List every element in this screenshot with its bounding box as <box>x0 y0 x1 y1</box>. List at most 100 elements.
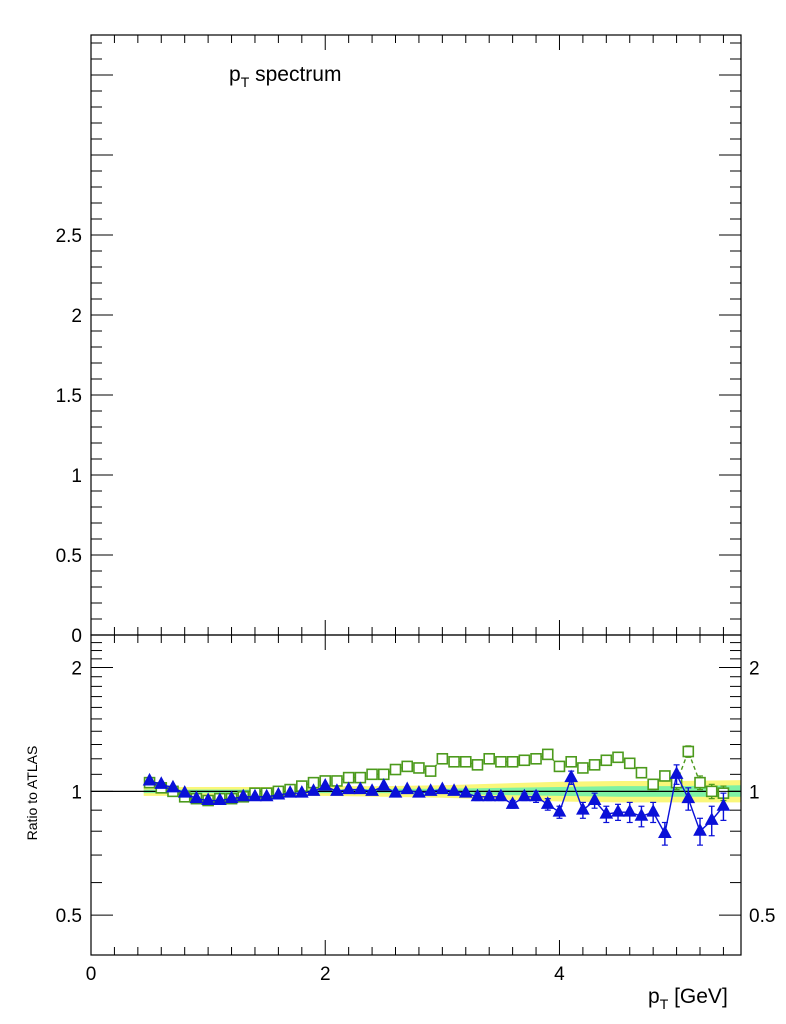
ratio-series-layer <box>142 745 731 846</box>
data-point-square <box>635 766 648 779</box>
main-y-axis-tick-labels: 0 0.5 1 1.5 2 2.5 <box>56 226 82 647</box>
ratio-y-tick-label-left: 1 <box>71 782 82 803</box>
data-point-triangle <box>400 781 415 795</box>
ratio-x-tick-label: 4 <box>554 964 565 985</box>
data-point-square <box>366 768 378 781</box>
main-plot-frame <box>90 34 742 636</box>
ratio-panel: 0.5 0.5 1 1 2 2 0 2 4 Ratio to ATLAS pT [GeV] <box>24 634 776 1012</box>
data-point-square <box>565 755 577 768</box>
data-point-triangle <box>435 781 450 795</box>
data-point-triangle <box>189 790 204 804</box>
main-y-tick-label: 2.5 <box>56 226 82 247</box>
data-point-triangle <box>540 796 555 809</box>
data-point-triangle <box>365 783 379 796</box>
data-point-triangle <box>669 766 684 779</box>
ratio-y-axis-tick-labels: 0.5 0.5 1 1 2 2 <box>56 659 776 928</box>
title-rest: spectrum <box>249 63 341 86</box>
data-point-triangle <box>505 796 520 809</box>
data-point-triangle <box>318 778 333 791</box>
main-y-tick-label: 0 <box>71 626 82 647</box>
data-point-triangle <box>599 806 614 819</box>
data-point-square <box>459 755 472 768</box>
title-subscript-t: T <box>241 74 250 90</box>
data-point-triangle <box>552 804 567 817</box>
ratio-y-tick-label-right: 2 <box>749 659 760 680</box>
data-point-square <box>506 755 519 768</box>
data-point-triangle <box>494 788 508 802</box>
data-point-triangle <box>166 779 180 793</box>
data-point-square <box>553 760 566 773</box>
data-point-triangle <box>248 788 262 802</box>
data-point-triangle <box>412 785 426 798</box>
title-p: p <box>229 63 241 86</box>
data-point-triangle <box>622 804 637 817</box>
data-point-triangle <box>716 798 731 811</box>
ratio-y-tick-label-right: 0.5 <box>749 906 775 927</box>
data-point-triangle <box>470 788 485 802</box>
main-y-tick-label: 1 <box>71 466 82 487</box>
ratio-series-blue-triangles <box>142 764 731 846</box>
data-point-square <box>354 771 367 784</box>
data-point-square <box>495 755 507 768</box>
main-x-axis-ticks <box>90 35 724 635</box>
data-point-triangle <box>423 783 438 796</box>
data-point-triangle <box>353 781 368 795</box>
data-point-square <box>682 745 695 758</box>
ratio-y-axis-ticks <box>91 642 741 916</box>
main-y-tick-label: 0.5 <box>56 546 82 567</box>
data-point-triangle <box>212 792 227 806</box>
data-point-square <box>413 762 425 774</box>
data-point-square <box>694 776 706 789</box>
data-point-triangle <box>376 778 391 791</box>
xlabel-subscript-t: T <box>660 996 669 1012</box>
xlabel-rest: [GeV] <box>668 985 728 1008</box>
data-point-triangle <box>259 788 274 802</box>
data-point-triangle <box>142 772 157 786</box>
ratio-y-tick-label-left: 0.5 <box>56 906 82 927</box>
data-point-triangle <box>224 790 239 804</box>
data-point-square <box>448 755 460 768</box>
ratio-plot-frame <box>90 634 742 956</box>
data-point-triangle <box>482 788 497 802</box>
data-point-square <box>541 748 554 761</box>
data-point-square <box>483 752 495 765</box>
data-point-triangle <box>529 788 543 802</box>
main-panel-title: pT spectrum <box>229 63 341 90</box>
data-point-square <box>623 757 636 770</box>
data-point-square <box>659 770 671 782</box>
data-point-triangle <box>564 769 579 783</box>
ratio-y-axis-label: Ratio to ATLAS <box>24 746 40 841</box>
main-panel: 0 0.5 1 1.5 2 2.5 pT spectrum <box>56 34 742 647</box>
data-point-triangle <box>447 783 461 796</box>
data-point-triangle <box>611 804 625 817</box>
data-point-triangle <box>458 785 473 798</box>
ratio-x-axis-tick-labels: 0 2 4 <box>86 964 565 985</box>
ratio-x-tick-label: 2 <box>320 964 331 985</box>
xlabel-p: p <box>648 985 660 1008</box>
data-point-triangle <box>693 823 707 836</box>
data-point-square <box>612 751 624 764</box>
data-point-triangle <box>704 812 719 825</box>
data-point-square <box>705 785 718 798</box>
data-point-triangle <box>154 776 169 789</box>
data-point-triangle <box>388 785 403 798</box>
data-point-square <box>424 765 437 777</box>
data-point-triangle <box>646 804 661 817</box>
ratio-x-axis-ticks <box>90 635 724 955</box>
data-point-triangle <box>283 785 297 798</box>
data-point-square <box>518 754 531 767</box>
data-point-square <box>401 760 414 773</box>
data-point-triangle <box>681 790 696 804</box>
data-point-triangle <box>271 786 286 800</box>
data-point-triangle <box>330 783 344 796</box>
data-point-square <box>588 759 601 771</box>
data-point-triangle <box>634 808 649 821</box>
data-point-square <box>577 762 589 774</box>
data-point-triangle <box>587 792 602 806</box>
data-point-triangle <box>517 788 532 802</box>
ratio-x-axis-label: pT [GeV] <box>648 985 728 1012</box>
ratio-y-tick-label-left: 2 <box>71 659 82 680</box>
data-point-triangle <box>294 785 309 798</box>
ratio-x-tick-label: 0 <box>86 964 97 985</box>
